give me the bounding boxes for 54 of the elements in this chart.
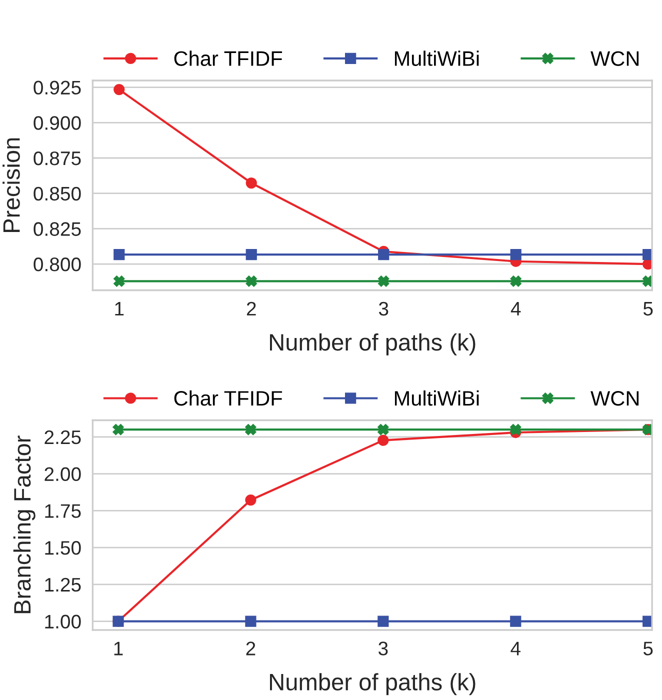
x-tick-label: 5 <box>643 302 653 316</box>
point <box>245 494 256 506</box>
point <box>510 616 522 627</box>
point <box>112 424 124 436</box>
legend-label: Char TFIDF <box>174 390 282 406</box>
x-tick-label: 5 <box>643 642 653 656</box>
point <box>114 84 125 96</box>
point <box>246 249 257 260</box>
y-tick-label: 2.25 <box>44 430 81 444</box>
y-tick-label: 0.900 <box>34 116 81 130</box>
point <box>510 276 522 287</box>
y-tick-label: 0.825 <box>34 222 81 236</box>
x-axis-title: Number of paths (k) <box>270 673 476 696</box>
y-tick-label: 1.25 <box>45 578 81 592</box>
point <box>378 276 390 287</box>
y-axis-title: Branching Factor <box>13 436 36 614</box>
point <box>114 249 125 260</box>
point <box>378 616 389 627</box>
legend-label: Char TFIDF <box>174 50 282 66</box>
point <box>378 434 389 446</box>
y-tick-label: 0.850 <box>34 186 81 201</box>
x-tick-label: 3 <box>378 302 388 316</box>
x-tick-label: 2 <box>246 642 256 656</box>
legend-label: MultiWiBi <box>394 390 479 406</box>
point <box>245 616 256 627</box>
y-tick-label: 2.00 <box>44 467 81 482</box>
x-tick-label: 1 <box>114 642 123 656</box>
y-axis-title: Precision <box>2 138 20 232</box>
y-tick-label: 0.925 <box>34 80 81 95</box>
legend-label: MultiWiBi <box>394 50 479 66</box>
point <box>378 424 389 436</box>
point <box>246 177 257 189</box>
y-tick-label: 1.00 <box>45 614 81 629</box>
legend-label: WCN <box>590 390 639 406</box>
point <box>510 424 522 436</box>
point <box>642 249 652 260</box>
y-tick-label: 1.75 <box>45 504 81 518</box>
x-axis-title: Number of paths (k) <box>270 333 476 356</box>
point <box>114 276 125 287</box>
x-tick-label: 1 <box>115 302 124 316</box>
legend-label: WCN <box>590 51 639 66</box>
x-tick-label: 2 <box>246 302 256 316</box>
y-tick-label: 0.875 <box>34 151 81 166</box>
point <box>245 424 256 436</box>
point <box>246 276 257 287</box>
x-tick-label: 3 <box>378 642 388 656</box>
point <box>378 249 390 260</box>
point <box>642 616 652 627</box>
y-tick-label: 0.800 <box>34 258 81 272</box>
x-tick-label: 4 <box>510 302 521 316</box>
x-tick-label: 4 <box>510 642 520 656</box>
point <box>642 276 652 287</box>
y-tick-label: 1.50 <box>45 541 81 555</box>
point <box>510 249 522 260</box>
